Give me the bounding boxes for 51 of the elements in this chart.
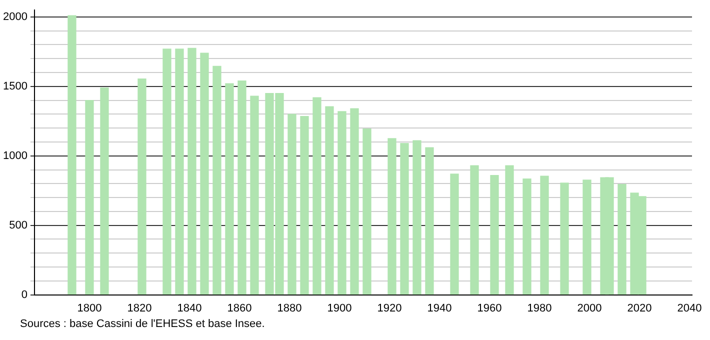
x-tick-label: 1960 [477, 302, 502, 314]
x-tick-label: 1980 [527, 302, 552, 314]
bar [470, 165, 479, 295]
y-tick-label: 2000 [2, 10, 28, 23]
bar [100, 87, 109, 295]
x-tick-label: 1860 [227, 302, 252, 314]
x-tick-label: 1880 [277, 302, 302, 314]
bar [175, 48, 184, 295]
bar [425, 147, 434, 295]
bar [300, 116, 309, 295]
x-tick-label: 1900 [327, 302, 352, 314]
bar [560, 182, 569, 295]
bar [312, 97, 322, 295]
bar [325, 106, 334, 295]
bar [490, 174, 499, 295]
bar [505, 165, 514, 295]
bar [540, 176, 549, 295]
bar [225, 83, 234, 295]
bar [400, 143, 409, 295]
bar [200, 52, 209, 295]
y-tick-label: 500 [9, 219, 28, 232]
x-tick-label: 1800 [77, 302, 102, 314]
x-tick-label: 1940 [427, 302, 452, 314]
bar [522, 178, 532, 295]
bar [85, 100, 94, 295]
y-tick-label: 1500 [2, 80, 28, 92]
bar [288, 114, 296, 295]
bar [618, 184, 626, 295]
bar [188, 48, 196, 295]
bar [582, 180, 592, 295]
bar [238, 80, 246, 295]
bar [362, 128, 372, 295]
bar [68, 15, 76, 295]
bar [212, 66, 222, 295]
bar [138, 78, 146, 295]
x-tick-label: 2020 [627, 302, 652, 314]
y-tick-label: 0 [21, 288, 28, 301]
bar [388, 138, 396, 295]
bar [412, 140, 422, 295]
source-note: Sources : base Cassini de l'EHESS et base Insee. [20, 318, 266, 330]
x-tick-label: 2040 [677, 302, 702, 314]
y-tick-label: 1000 [2, 150, 28, 162]
x-tick-label: 1820 [127, 302, 152, 314]
x-tick-label: 1920 [377, 302, 402, 314]
bar [350, 108, 359, 295]
bar [450, 174, 459, 295]
bar [250, 96, 259, 295]
bar [338, 111, 346, 295]
x-tick-label: 2000 [577, 302, 602, 314]
x-tick-label: 1840 [177, 302, 202, 314]
bar [162, 48, 172, 295]
